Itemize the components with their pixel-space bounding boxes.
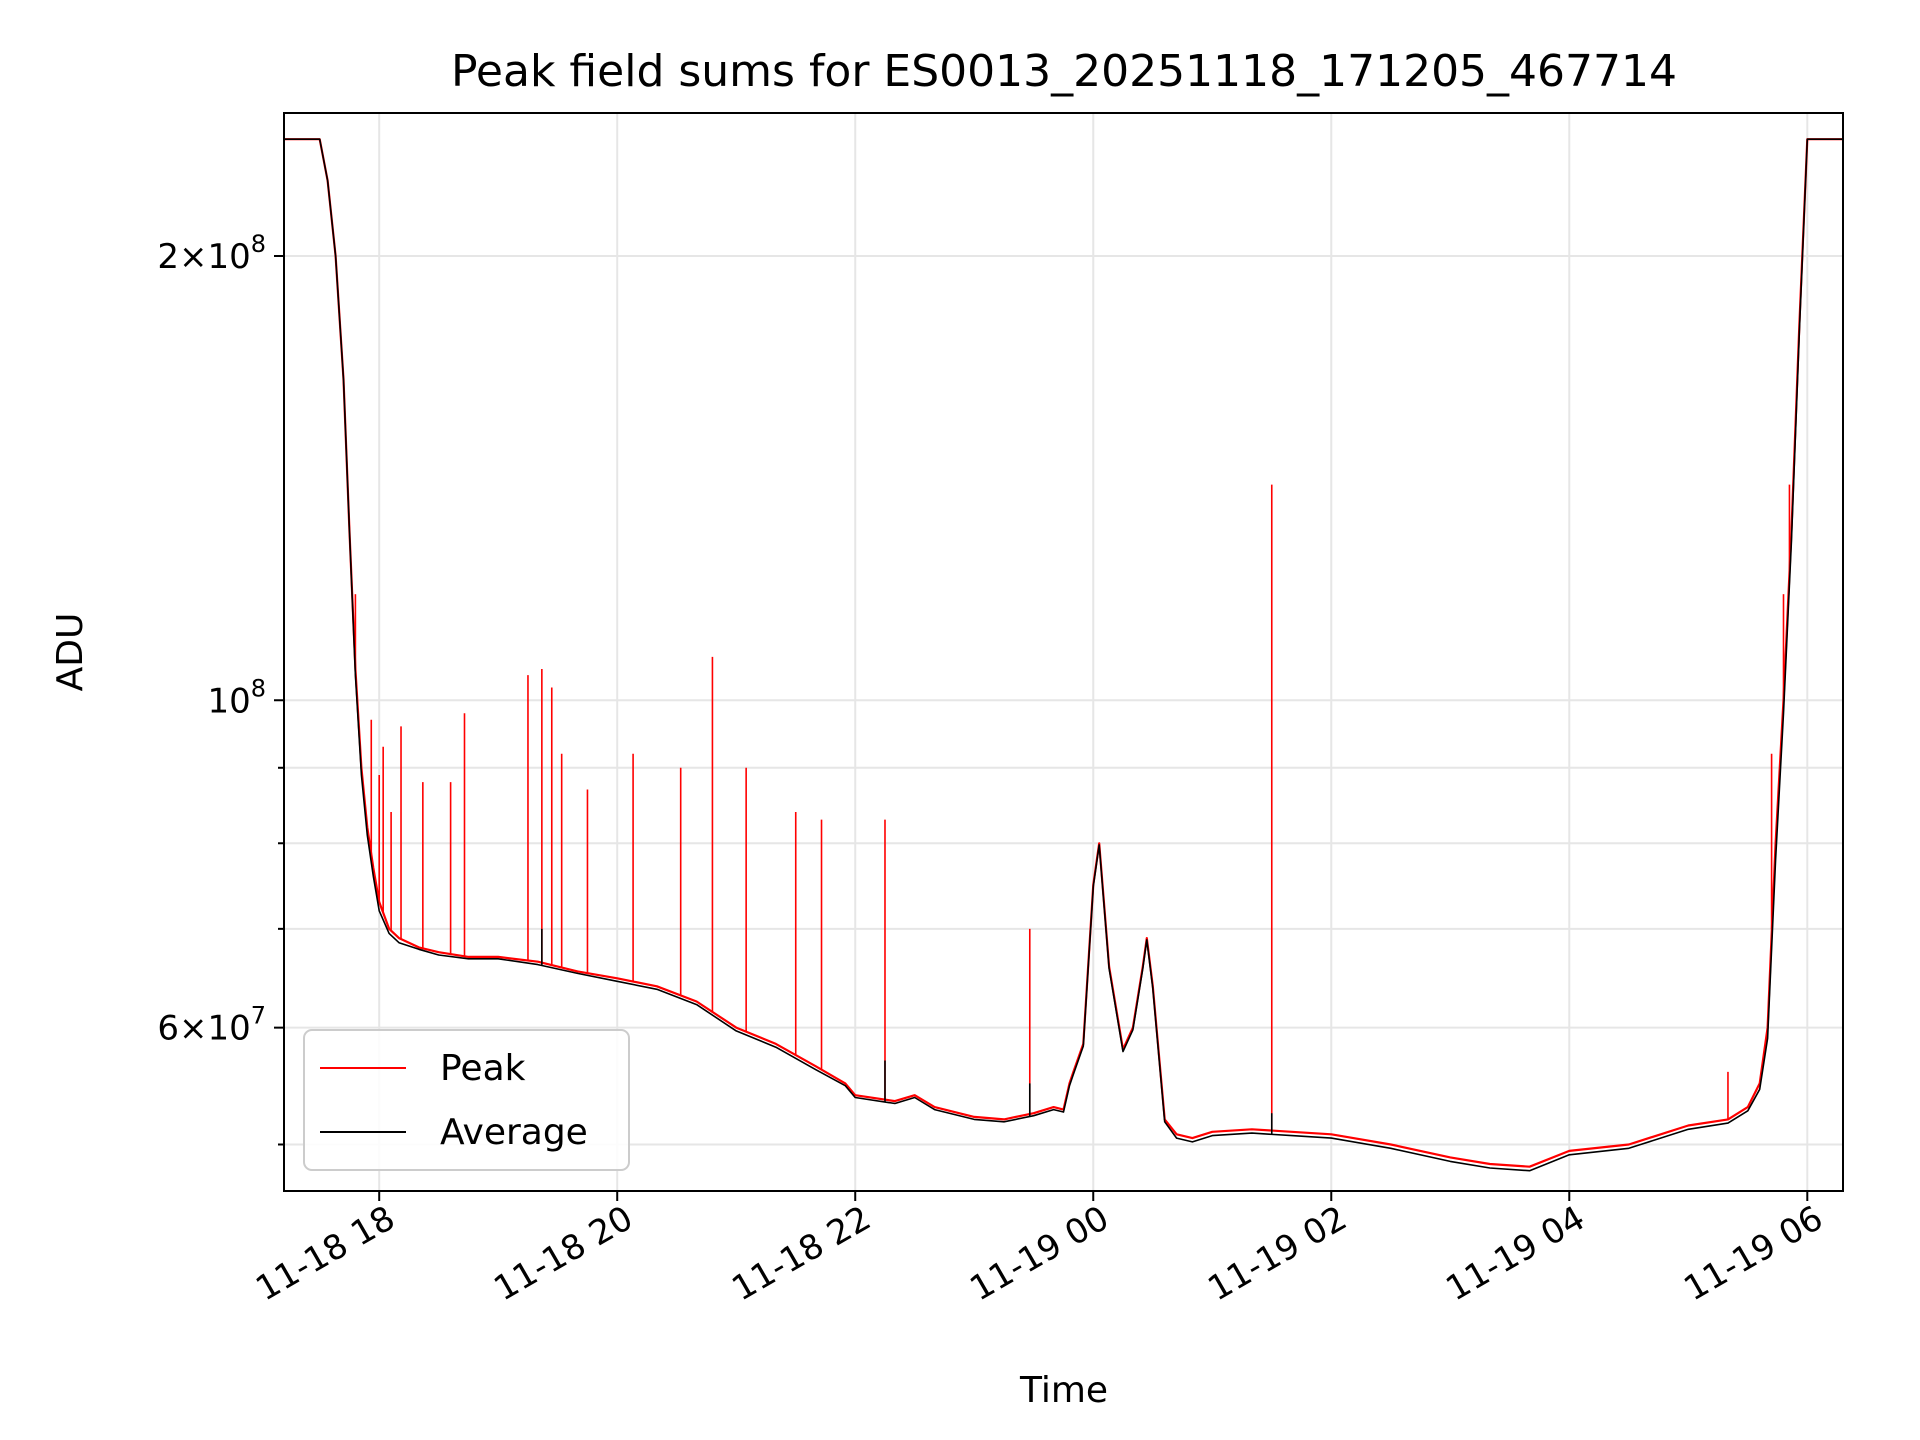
x-tick-label: 11-19 02 [1201, 1198, 1353, 1309]
chart-title: Peak field sums for ES0013_20251118_1712… [451, 46, 1677, 97]
series-line-average [284, 138, 1843, 1172]
y-tick-label: 6×107 [157, 1002, 266, 1049]
legend-box [303, 1029, 630, 1171]
x-tick-label: 11-19 00 [963, 1198, 1115, 1309]
y-axis: 2×108 108 6×107 [157, 230, 284, 1146]
series-layer [284, 138, 1843, 1172]
legend: Peak Average [303, 1029, 630, 1171]
legend-label-peak: Peak [440, 1048, 526, 1089]
legend-label-average: Average [440, 1112, 588, 1153]
y-axis-label: ADU [50, 613, 91, 692]
series-peak [284, 138, 1843, 1168]
y-tick-label: 2×108 [157, 230, 266, 277]
x-axis-label: Time [1019, 1370, 1108, 1411]
y-tick-label: 108 [207, 674, 266, 721]
x-tick-label: 11-19 04 [1439, 1198, 1591, 1309]
x-tick-label: 11-19 06 [1677, 1198, 1829, 1309]
series-average [284, 138, 1843, 1172]
plot-frame [283, 112, 1844, 1192]
plot-area [284, 138, 1843, 1172]
series-line-peak [284, 138, 1843, 1168]
x-tick-label: 11-18 20 [487, 1198, 639, 1309]
x-tick-label: 11-18 18 [249, 1198, 401, 1309]
x-tick-label: 11-18 22 [725, 1198, 877, 1309]
x-axis: 11-18 18 11-18 20 11-18 22 11-19 00 11-19 02… [249, 1191, 1830, 1309]
